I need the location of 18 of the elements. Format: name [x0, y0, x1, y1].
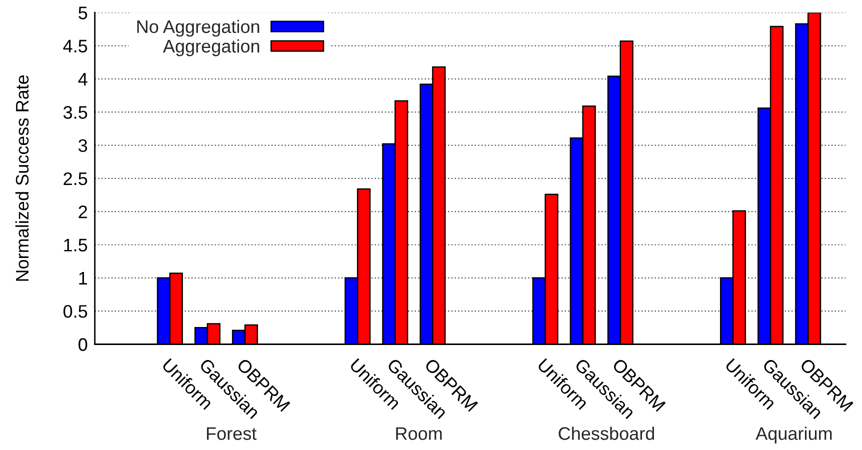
y-tick-label: 1 — [79, 272, 87, 284]
legend-label: No Aggregation — [137, 20, 260, 37]
y-tick-label: 4.5 — [63, 40, 88, 52]
y-axis-title: Normalized Success Rate — [15, 75, 29, 281]
y-tick-label: 5 — [78, 6, 88, 20]
y-tick-label: 4 — [78, 73, 88, 86]
text: Forest — [206, 427, 257, 440]
legend-label: Aggregation — [162, 39, 260, 56]
y-tick-label: 0.5 — [63, 305, 88, 318]
text: Room — [396, 427, 442, 440]
y-tick-label: 2.5 — [64, 172, 88, 186]
y-tick-label: 2 — [78, 206, 87, 218]
y-tick-label: 3.5 — [63, 106, 88, 119]
y-tick-label: 3 — [78, 139, 88, 152]
y-tick-label: 0 — [78, 338, 88, 351]
text: Chessboard — [558, 426, 654, 440]
text: Aquarium — [756, 426, 832, 444]
y-tick-label: 1.5 — [64, 238, 88, 252]
